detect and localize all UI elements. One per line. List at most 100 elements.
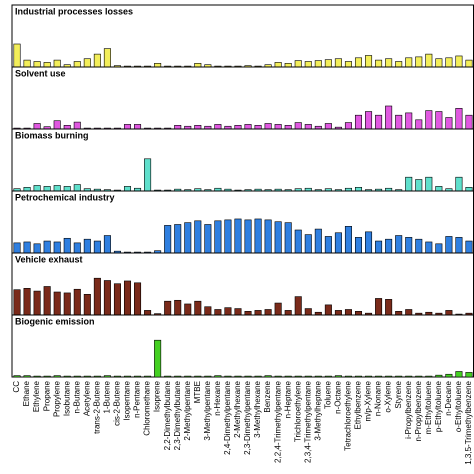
x-tick-label: Propane — [42, 380, 51, 411]
bar — [144, 158, 152, 192]
bar — [113, 375, 121, 378]
bar — [304, 124, 312, 130]
bar — [445, 57, 453, 68]
bar — [354, 237, 363, 254]
bar — [405, 375, 413, 378]
bar — [33, 61, 41, 68]
bar — [23, 241, 31, 254]
bar — [405, 237, 413, 254]
bar — [284, 375, 292, 378]
x-tick-label: Isobutane — [62, 380, 71, 416]
x-tick-label: o-Xylene — [384, 380, 393, 412]
x-tick-label: n-Pentane — [133, 380, 142, 417]
bar — [354, 311, 363, 316]
panel-title: Biomass burning — [15, 130, 89, 140]
bar — [244, 124, 252, 130]
x-tick-label: cis-2-Butene — [113, 380, 122, 425]
bar — [375, 375, 383, 378]
bar — [174, 125, 182, 130]
bar — [93, 375, 101, 378]
x-tick-label: MTBE — [193, 381, 202, 403]
bar — [123, 186, 132, 192]
x-tick-label: Ethylene — [32, 380, 41, 412]
bar — [425, 110, 433, 130]
bar — [53, 291, 61, 316]
bar — [103, 280, 111, 316]
bar — [465, 114, 473, 130]
bar — [23, 187, 31, 192]
x-tick-label: Toluene — [323, 380, 332, 409]
bar — [324, 375, 332, 378]
bar — [365, 231, 373, 254]
x-tick-label: CC — [12, 381, 21, 393]
bar — [43, 186, 51, 192]
bar — [395, 114, 403, 130]
bar — [83, 375, 91, 378]
bar — [164, 300, 172, 316]
x-tick-label: Ethylbenzene — [354, 380, 363, 429]
x-tick-label: trans-2-Butene — [92, 380, 101, 433]
bar — [314, 60, 322, 68]
bar — [13, 289, 21, 316]
bar — [385, 238, 393, 254]
bar — [324, 123, 332, 130]
bar — [214, 375, 222, 378]
bar — [53, 185, 61, 192]
bar — [354, 57, 363, 68]
bar — [254, 218, 262, 254]
bar — [73, 61, 81, 68]
bar — [144, 310, 152, 316]
x-tick-label: Propylene — [52, 380, 61, 417]
x-tick-label: Benzene — [263, 380, 272, 412]
bar — [33, 290, 41, 316]
bar — [354, 187, 363, 192]
bar — [194, 220, 202, 254]
bar — [344, 61, 352, 68]
bar — [224, 375, 232, 378]
bar — [43, 240, 51, 254]
x-tick-label: 2-Methylpentane — [183, 380, 192, 440]
bar — [465, 240, 473, 254]
x-tick-label: 2,3,4-Trimethylpentane — [303, 380, 312, 463]
bar — [415, 179, 423, 192]
bar — [415, 375, 423, 378]
bar — [123, 124, 132, 130]
panel-title: Vehicle exhaust — [15, 254, 83, 264]
bar — [164, 225, 172, 254]
bar — [264, 309, 272, 316]
bar — [103, 235, 111, 254]
bar — [154, 63, 162, 68]
bar — [425, 176, 433, 192]
x-tick-label: n-Decane — [444, 380, 453, 415]
bar — [113, 283, 121, 316]
bar — [43, 286, 51, 316]
bar — [375, 59, 383, 68]
x-tick-label: Ethane — [22, 380, 31, 406]
bar — [123, 280, 132, 316]
bar — [53, 375, 61, 378]
bar — [385, 375, 393, 378]
bar — [304, 308, 312, 316]
bar — [304, 234, 312, 254]
bar — [455, 176, 463, 192]
bar — [395, 61, 403, 68]
bar — [304, 61, 312, 68]
panel-title: Petrochemical industry — [15, 192, 115, 202]
bar — [73, 242, 81, 254]
bar — [214, 309, 222, 316]
bar — [405, 112, 413, 130]
bar — [385, 105, 393, 130]
bar — [324, 304, 332, 316]
bar — [174, 224, 182, 254]
bar — [204, 306, 212, 316]
bar — [284, 222, 292, 254]
x-tick-label: n-Propylbenzene — [414, 380, 423, 441]
x-tick-label: 3-Methylheptane — [313, 380, 322, 440]
bar — [33, 185, 41, 192]
x-tick-label: i-Propylbenzene — [404, 380, 413, 438]
bar — [93, 53, 101, 68]
bar — [43, 375, 51, 378]
bar — [375, 240, 383, 254]
bar — [294, 296, 302, 316]
